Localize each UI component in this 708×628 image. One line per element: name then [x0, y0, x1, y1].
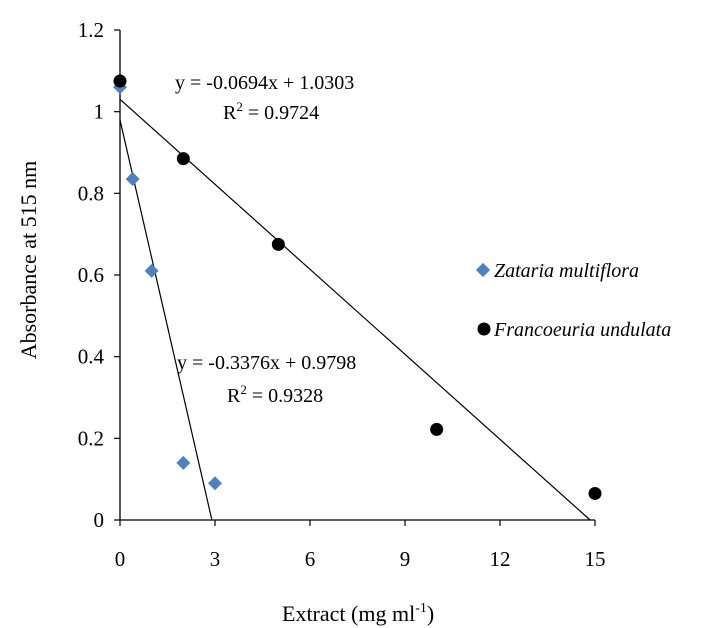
y-axis-ticks: 0 0.2 0.4 0.6 0.8 1 1.2	[78, 18, 120, 532]
francoeuria-point	[588, 486, 602, 500]
x-tick-label: 0	[115, 547, 126, 571]
zataria-point	[176, 455, 191, 470]
y-tick-label: 0.8	[78, 181, 104, 205]
zataria-point	[144, 263, 159, 278]
francoeuria-trendline	[119, 98, 591, 521]
y-tick-label: 1	[94, 100, 105, 124]
x-tick-label: 3	[210, 547, 221, 571]
y-tick-label: 0	[94, 508, 105, 532]
legend-label-francoeuria: Francoeuria undulata	[493, 319, 671, 341]
francoeuria-point	[271, 237, 285, 251]
x-tick-label: 12	[490, 547, 511, 571]
francoeuria-point	[113, 74, 127, 88]
legend: Zataria multiflora Francoeuria undulata	[475, 260, 671, 341]
x-axis-title: Extract (mg ml-1)	[282, 601, 434, 626]
y-tick-label: 0.6	[78, 263, 104, 287]
x-tick-label: 6	[305, 547, 316, 571]
zataria-point	[125, 172, 140, 187]
zataria-trendline	[119, 119, 213, 521]
zataria-point	[208, 476, 222, 491]
francoeuria-point	[176, 152, 190, 166]
francoeuria-equation: y = -0.0694x + 1.0303	[175, 72, 354, 94]
francoeuria-points	[113, 74, 602, 500]
x-tick-label: 9	[400, 547, 411, 571]
y-axis-title: Absorbance at 515 nm	[16, 161, 41, 360]
x-axis-ticks: 0 3 6 9 12 15	[115, 520, 606, 571]
y-tick-label: 1.2	[78, 18, 104, 42]
francoeuria-point	[430, 422, 444, 436]
y-tick-label: 0.2	[78, 426, 104, 450]
legend-label-zataria: Zataria multiflora	[494, 260, 639, 282]
zataria-equation: y = -0.3376x + 0.9798	[177, 352, 356, 374]
legend-marker-francoeuria	[477, 322, 491, 336]
legend-marker-zataria	[475, 262, 491, 278]
francoeuria-r2: R2 = 0.9724	[223, 99, 319, 124]
y-tick-label: 0.4	[78, 345, 105, 369]
x-tick-label: 15	[585, 547, 606, 571]
zataria-r2: R2 = 0.9328	[227, 382, 323, 407]
